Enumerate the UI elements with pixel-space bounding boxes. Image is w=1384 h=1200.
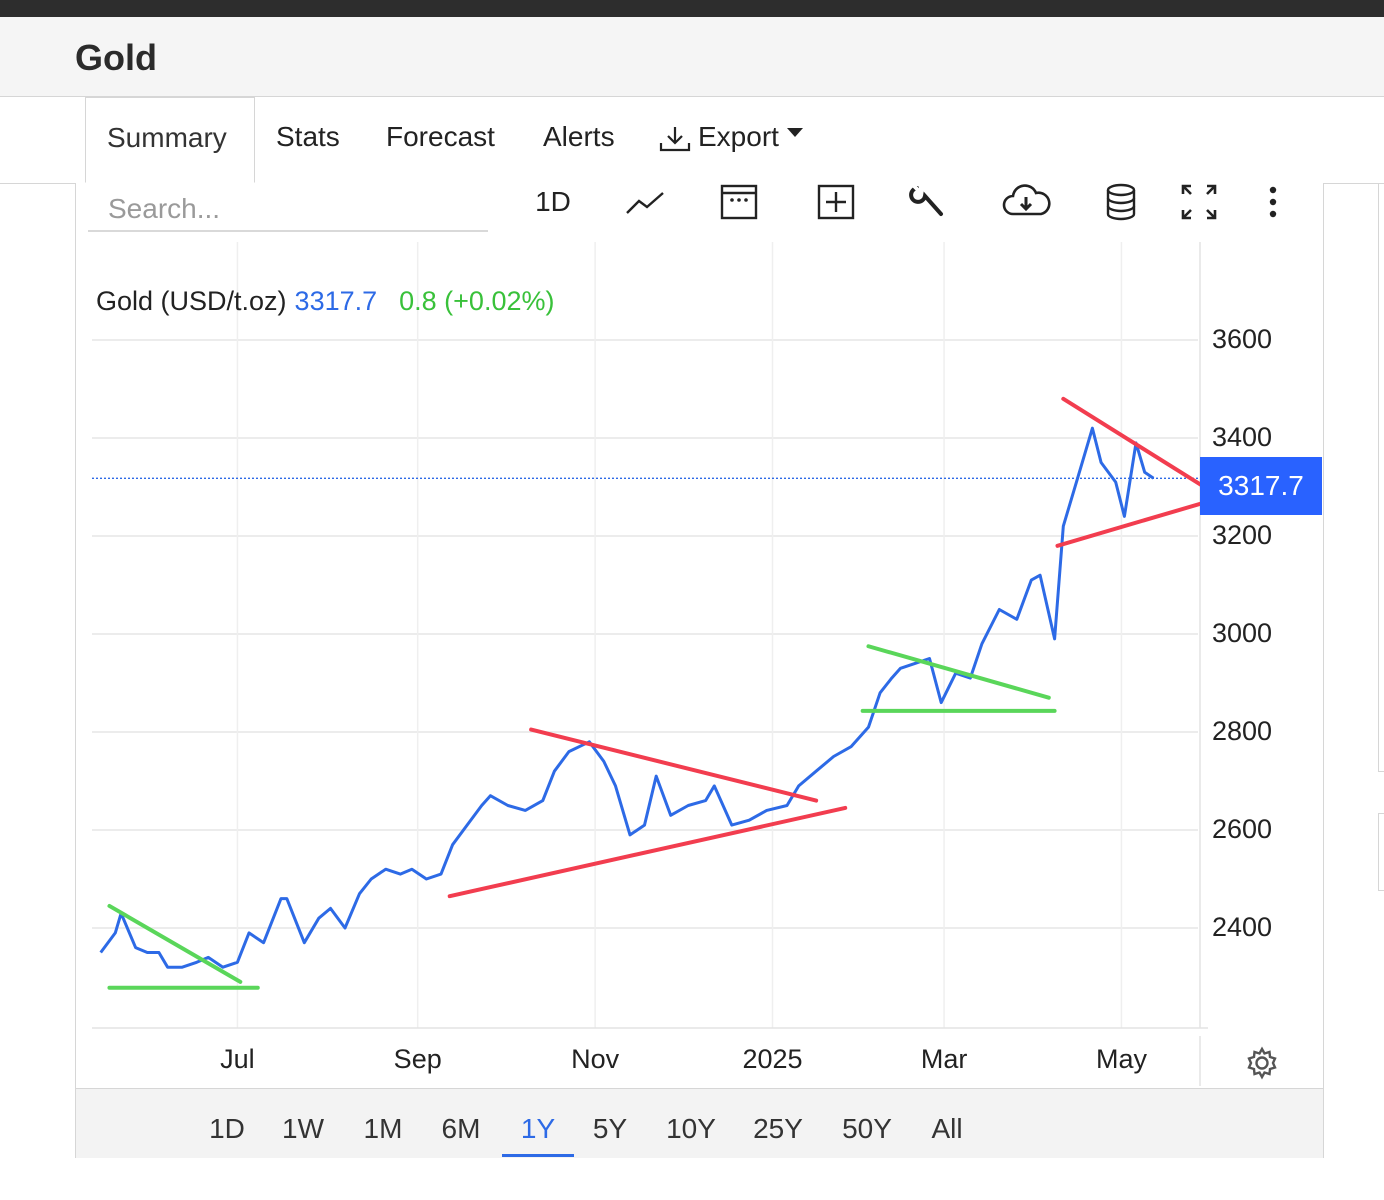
download-icon	[659, 126, 691, 151]
trendline-red-1	[447, 805, 848, 899]
gear-icon[interactable]	[1245, 1046, 1279, 1080]
database-icon	[1106, 183, 1136, 221]
chart-legend: Gold (USD/t.oz) 3317.7 0.8 (+0.02%)	[96, 286, 554, 317]
interval-label: 1D	[535, 186, 571, 217]
fullscreen-icon	[1181, 184, 1217, 220]
add-indicator-button[interactable]	[813, 180, 859, 224]
y-tick-label: 2800	[1212, 716, 1273, 746]
more-options-button[interactable]	[1258, 180, 1288, 224]
range-button-1d[interactable]: 1D	[209, 1113, 245, 1144]
fullscreen-button[interactable]	[1178, 180, 1220, 224]
range-button-25y[interactable]: 25Y	[753, 1113, 803, 1144]
side-panel-edge-lower	[1378, 813, 1384, 891]
top-dark-bar	[0, 0, 1384, 17]
y-tick-label: 2600	[1212, 814, 1273, 844]
range-button-50y[interactable]: 50Y	[842, 1113, 892, 1144]
tab-forecast[interactable]: Forecast	[386, 121, 495, 152]
range-button-all[interactable]: All	[931, 1113, 963, 1144]
more-vertical-icon	[1269, 186, 1277, 218]
y-tick-label: 3600	[1212, 324, 1273, 354]
tab-summary-label: Summary	[107, 122, 227, 153]
series-line-gold	[99, 426, 1155, 969]
chevron-down-icon	[786, 128, 803, 138]
x-tick-label: Mar	[920, 1044, 968, 1074]
side-panel-edge	[1378, 183, 1384, 772]
legend-change: 0.8 (+0.02%)	[399, 286, 555, 316]
y-tick-label: 3200	[1212, 520, 1273, 550]
active-range-indicator	[502, 1154, 574, 1157]
tab-export-label: Export	[698, 121, 779, 152]
x-tick-label: Jul	[220, 1044, 255, 1074]
tab-alerts[interactable]: Alerts	[543, 121, 615, 152]
trendline-green-1	[107, 903, 243, 984]
y-tick-label: 2400	[1212, 912, 1273, 942]
page-title: Gold	[75, 37, 157, 78]
x-tick-label: May	[1095, 1044, 1147, 1074]
database-button[interactable]	[1100, 180, 1142, 224]
legend-last-value: 3317.7	[294, 286, 378, 316]
y-tick-label: 3400	[1212, 422, 1273, 452]
range-button-5y[interactable]: 5Y	[592, 1113, 628, 1144]
x-tick-label: Sep	[393, 1044, 442, 1074]
range-button-1m[interactable]: 1M	[363, 1113, 403, 1144]
range-button-1w[interactable]: 1W	[282, 1113, 324, 1144]
x-tick-label: 2025	[742, 1044, 803, 1074]
last-price-badge: 3317.7	[1200, 457, 1322, 515]
wrench-icon	[909, 184, 943, 216]
settings-wrench-button[interactable]	[906, 180, 952, 224]
legend-symbol-name: Gold (USD/t.oz)	[96, 286, 287, 316]
add-icon	[817, 184, 855, 220]
trendline-green-3	[866, 644, 1051, 700]
range-selector-bar: 1D 1W 1M 6M 1Y 5Y 10Y 25Y 50Y All	[76, 1088, 1323, 1158]
chart-panel	[75, 183, 1324, 1158]
calendar-icon	[720, 184, 758, 220]
cloud-download-icon	[1002, 184, 1051, 216]
y-tick-label: 3000	[1212, 618, 1273, 648]
search-input[interactable]	[88, 188, 488, 232]
tab-stats[interactable]: Stats	[276, 121, 340, 152]
line-chart-icon	[626, 192, 664, 214]
cloud-download-button[interactable]	[1000, 180, 1052, 224]
range-button-1y[interactable]: 1Y	[520, 1113, 556, 1144]
x-tick-label: Nov	[571, 1044, 620, 1074]
range-button-6m[interactable]: 6M	[441, 1113, 481, 1144]
range-button-10y[interactable]: 10Y	[666, 1113, 716, 1144]
interval-button[interactable]: 1D	[530, 180, 576, 224]
page-header: Gold	[0, 17, 1384, 97]
tab-summary[interactable]: Summary	[85, 97, 255, 183]
trendline-red-2	[529, 727, 819, 803]
calendar-button[interactable]	[716, 180, 762, 224]
tab-export[interactable]: Export	[658, 121, 803, 154]
line-chart-button[interactable]	[620, 180, 670, 224]
